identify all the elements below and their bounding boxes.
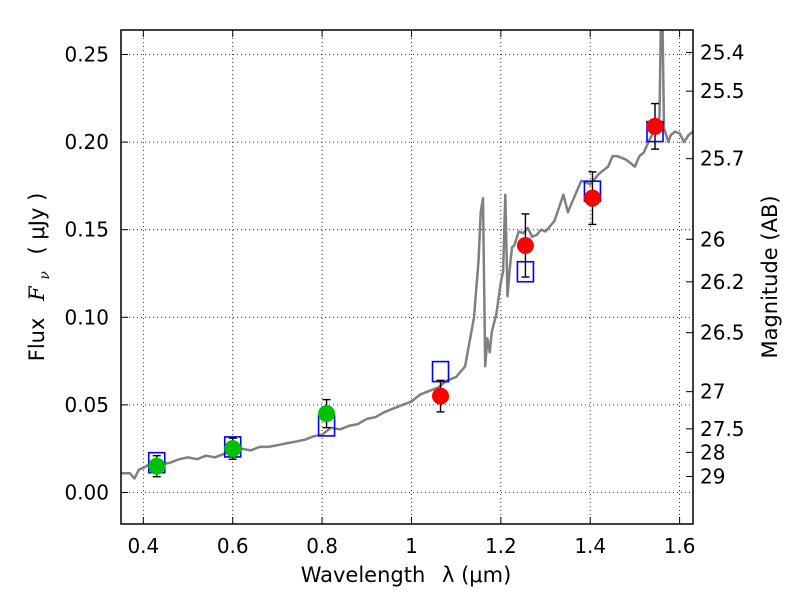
mag-tick-label: 27.5 [700,417,745,441]
mag-tick-label: 27 [700,380,725,404]
y-tick-label: 0.25 [64,43,109,67]
y-tick-label: 0.05 [64,393,109,417]
y-tick-label: 0.20 [64,130,109,154]
svg-text:Wavelength λ (μm): Wavelength λ (μm) [301,563,512,587]
model-flux-box [431,360,450,383]
right-axis-label: Magnitude (AB) [758,195,782,358]
axes-frame [120,29,694,525]
x-axis-label: Wavelength λ (μm) [301,563,512,587]
y-axis-label-unit: ( μJy ) [25,193,49,255]
svg-text:Flux F ν ( μ: Flux F ν ( μJy ) [25,193,54,362]
mag-tick-label: 26.5 [700,321,745,345]
ticks: 0.4 0.6 0.8 1 1.2 1.4 1.6 0.00 0.05 0.10 0.15 0.20 0… [64,30,745,558]
y-axis-label-symbol: F [25,285,49,302]
mag-tick-label: 25.7 [700,147,745,171]
data-point [516,236,534,254]
mag-tick-label: 29 [700,464,725,488]
mag-tick-label: 25.4 [700,40,745,64]
y-axis-label-text: Flux [25,318,49,362]
data-point [432,387,450,405]
x-tick-label: 0.4 [127,534,159,558]
x-tick-label: 0.6 [217,534,249,558]
mag-tick-label: 25.5 [700,79,745,103]
plot-area [121,30,693,480]
x-tick-label: 1.6 [664,534,696,558]
x-axis-label-text: Wavelength [301,563,426,587]
mag-tick-label: 26 [700,227,725,251]
x-axis-label-symbol: λ (μm) [442,563,511,587]
data-point [224,440,242,458]
grid [121,30,693,524]
mag-tick-label: 28 [700,440,725,464]
model-spectrum-line [121,30,693,480]
x-tick-label: 1 [405,534,418,558]
x-tick-label: 0.8 [306,534,338,558]
y-tick-label: 0.15 [64,218,109,242]
data-point [583,189,601,207]
data-point [148,457,166,475]
mag-tick-label: 26.2 [700,270,745,294]
x-tick-label: 1.4 [574,534,606,558]
y-axis-label-subscript: ν [37,271,53,280]
y-tick-label: 0.00 [64,480,109,504]
y-axis-label: Flux F ν ( μJy ) [25,193,54,362]
x-tick-label: 1.2 [485,534,517,558]
data-point [646,117,664,135]
y-tick-label: 0.10 [64,305,109,329]
data-point [318,405,336,423]
